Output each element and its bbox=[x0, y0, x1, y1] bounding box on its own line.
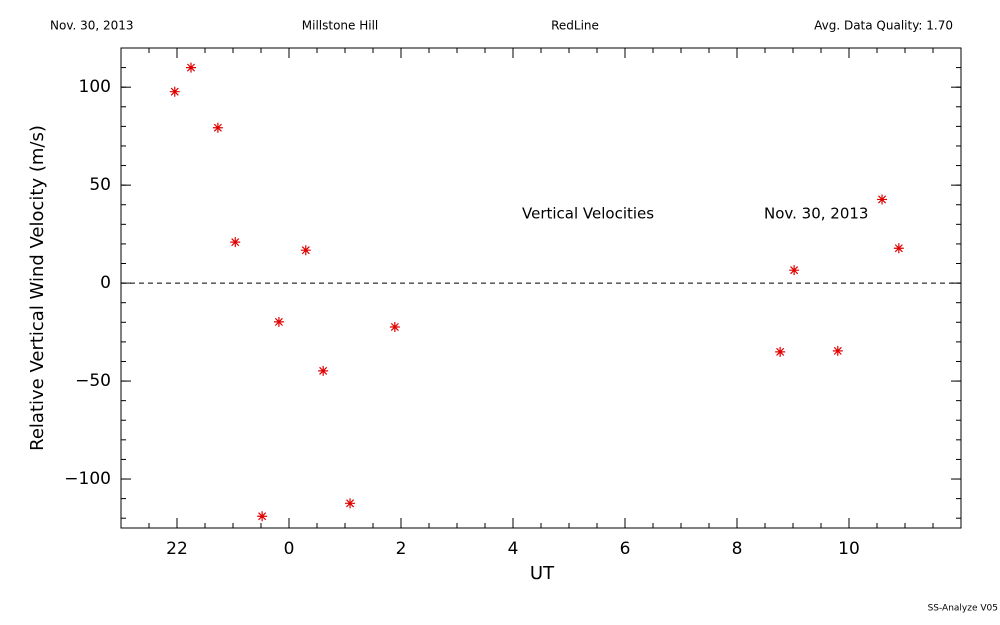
x-tick-label: 2 bbox=[396, 539, 407, 559]
x-tick-label: 8 bbox=[732, 539, 743, 559]
y-tick-label: −50 bbox=[75, 371, 111, 391]
plot-frame bbox=[120, 47, 962, 529]
point bbox=[300, 245, 311, 256]
x-tick-label: 6 bbox=[620, 539, 631, 559]
point bbox=[789, 265, 800, 276]
point bbox=[169, 86, 180, 97]
point bbox=[273, 316, 284, 327]
y-tick-label: 100 bbox=[79, 77, 111, 97]
point bbox=[832, 345, 843, 356]
header-line: RedLine bbox=[551, 19, 599, 33]
point bbox=[389, 321, 400, 332]
x-tick-label: 22 bbox=[166, 539, 188, 559]
point bbox=[230, 237, 241, 248]
y-tick-label: 50 bbox=[89, 175, 111, 195]
annotation: Nov. 30, 2013 bbox=[764, 205, 868, 223]
header-site: Millstone Hill bbox=[302, 19, 378, 33]
point bbox=[257, 511, 268, 522]
footer: SS-Analyze V05 bbox=[928, 604, 998, 614]
point bbox=[877, 194, 888, 205]
point bbox=[318, 365, 329, 376]
x-axis-label: UT bbox=[530, 563, 555, 584]
point bbox=[893, 243, 904, 254]
x-tick-label: 4 bbox=[508, 539, 519, 559]
y-tick-label: 0 bbox=[100, 273, 111, 293]
point bbox=[212, 122, 223, 133]
y-tick-label: −100 bbox=[64, 469, 111, 489]
annotation: Vertical Velocities bbox=[522, 205, 654, 223]
point bbox=[186, 62, 196, 73]
y-axis-label: Relative Vertical Wind Velocity (m/s) bbox=[27, 125, 48, 451]
header-date: Nov. 30, 2013 bbox=[50, 19, 134, 33]
point bbox=[345, 498, 356, 509]
x-tick-label: 10 bbox=[838, 539, 860, 559]
header-quality: Avg. Data Quality: 1.70 bbox=[814, 19, 953, 33]
x-tick-label: 0 bbox=[284, 539, 295, 559]
point bbox=[775, 346, 786, 357]
